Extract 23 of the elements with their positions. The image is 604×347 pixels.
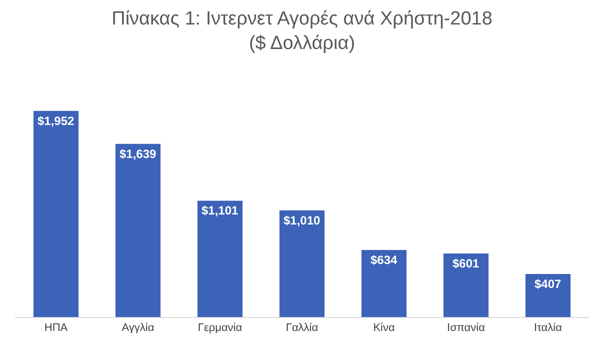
data-label: $407 — [534, 277, 562, 292]
data-label: $634 — [370, 253, 398, 268]
bar — [197, 200, 243, 317]
x-tick-label: ΗΠΑ — [44, 322, 68, 334]
data-label: $1,101 — [201, 204, 239, 218]
x-tick-label: Γερμανία — [198, 322, 243, 334]
x-tick-label: Ιταλία — [534, 322, 563, 334]
x-tick-label: Αγγλία — [122, 322, 155, 334]
bar — [33, 110, 79, 317]
x-tick-label: Ισπανία — [447, 322, 486, 334]
data-label: $1,952 — [37, 114, 75, 128]
data-label: $1,010 — [283, 213, 321, 228]
bar — [279, 210, 325, 317]
bar — [525, 274, 571, 317]
bar — [443, 254, 489, 317]
data-label: $1,639 — [119, 146, 157, 161]
data-label: $601 — [452, 256, 480, 271]
x-tick-label: Κίνα — [373, 322, 396, 334]
chart-subtitle: ($ Δολλάρια) — [248, 32, 356, 54]
bar — [361, 250, 407, 317]
chart-title: Πίνακας 1: Ιντερνετ Αγορές ανά Χρήστη-2018 — [112, 8, 492, 30]
x-tick-label: Γαλλία — [286, 322, 319, 334]
bar — [115, 144, 161, 317]
